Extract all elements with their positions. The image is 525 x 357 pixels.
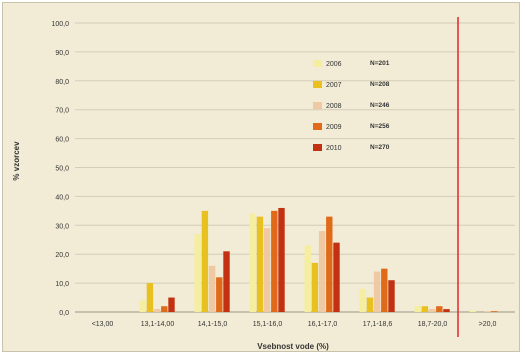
y-tick-label: 60,0 [55, 137, 69, 144]
bar-2008 [208, 265, 216, 312]
x-tick-label: 14,1-15,0 [198, 321, 228, 328]
bar-2007 [421, 306, 429, 312]
y-axis-ticks: 0,0 10,0 20,0 30,0 40,0 50,0 60,0 70,0 80,0 90,0 1… [51, 21, 69, 317]
x-tick-label: 18,7-20,0 [418, 321, 448, 328]
x-tick-label: <13,00 [92, 321, 114, 328]
bar-2009 [436, 306, 443, 312]
bar-2008 [263, 228, 271, 312]
y-tick-label: 10,0 [55, 281, 69, 288]
bar-2010 [168, 297, 175, 312]
bar-2007 [201, 210, 209, 312]
y-tick-label: 40,0 [55, 194, 69, 201]
bar-2008 [153, 309, 161, 312]
bar-chart: 0,0 10,0 20,0 30,0 40,0 50,0 60,0 70,0 80,0 90,0 1… [12, 17, 515, 351]
grid-lines [75, 22, 515, 313]
legend-year: 2006 [326, 61, 342, 68]
y-axis-label: % vzorcev [12, 141, 21, 181]
bar-2006 [194, 233, 201, 312]
legend-year: 2010 [326, 145, 342, 152]
chart-frame: 0,0 10,0 20,0 30,0 40,0 50,0 60,0 70,0 80,0 90,0 1… [2, 2, 520, 352]
bar-2010 [223, 251, 230, 312]
bar-2007 [256, 216, 264, 312]
bar-2008 [483, 311, 491, 312]
legend-n: N=256 [370, 123, 390, 130]
legend-n: N=270 [370, 144, 390, 151]
bar-2006 [414, 306, 421, 312]
bar-2007 [311, 262, 319, 312]
legend-swatch [313, 144, 322, 151]
bar-2006 [469, 310, 476, 312]
bar-2010 [443, 309, 450, 312]
bar-2010 [388, 280, 395, 312]
bar-2006 [139, 300, 146, 312]
bar-2010 [333, 242, 340, 312]
legend-n: N=208 [370, 81, 390, 88]
legend-n: N=246 [370, 102, 390, 109]
legend: 2006 N=201 2007 N=208 2008 N=246 2009 N=256 2010… [313, 60, 390, 152]
bar-2006 [249, 213, 256, 312]
x-axis-label: Vsebnost vode (%) [257, 342, 329, 351]
y-tick-label: 50,0 [55, 166, 69, 173]
bar-2008 [373, 271, 381, 312]
y-tick-label: 30,0 [55, 223, 69, 230]
y-tick-label: 70,0 [55, 108, 69, 115]
bar-2008 [428, 309, 436, 312]
bars [139, 207, 498, 312]
bar-2006 [304, 245, 311, 312]
y-tick-label: 80,0 [55, 79, 69, 86]
legend-swatch [313, 81, 322, 88]
x-tick-label: 17,1-18,6 [363, 321, 393, 328]
y-tick-label: 90,0 [55, 50, 69, 57]
x-tick-label: 15,1-16,0 [253, 321, 283, 328]
legend-year: 2009 [326, 124, 342, 131]
y-tick-label: 100,0 [51, 21, 69, 28]
bar-2009 [381, 268, 388, 312]
legend-swatch [313, 123, 322, 130]
bar-2007 [366, 297, 374, 312]
legend-swatch [313, 60, 322, 67]
legend-year: 2008 [326, 103, 342, 110]
bar-2009 [161, 306, 168, 312]
bar-2008 [318, 231, 326, 312]
bar-2009 [271, 210, 278, 312]
bar-2009 [326, 216, 333, 312]
legend-n: N=201 [370, 60, 390, 67]
x-tick-label: 16,1-17,0 [308, 321, 338, 328]
bar-2006 [359, 288, 366, 312]
x-axis-ticks: <13,00 13,1-14,00 14,1-15,0 15,1-16,0 16,1-1… [92, 321, 497, 328]
y-tick-label: 0,0 [59, 310, 69, 317]
bar-2009 [491, 311, 498, 312]
bar-2007 [146, 283, 154, 312]
legend-year: 2007 [326, 82, 342, 89]
x-tick-label: >20,0 [479, 321, 497, 328]
bar-2010 [278, 207, 285, 312]
x-tick-label: 13,1-14,00 [141, 321, 175, 328]
y-tick-label: 20,0 [55, 252, 69, 259]
legend-swatch [313, 102, 322, 109]
bar-2009 [216, 277, 223, 312]
